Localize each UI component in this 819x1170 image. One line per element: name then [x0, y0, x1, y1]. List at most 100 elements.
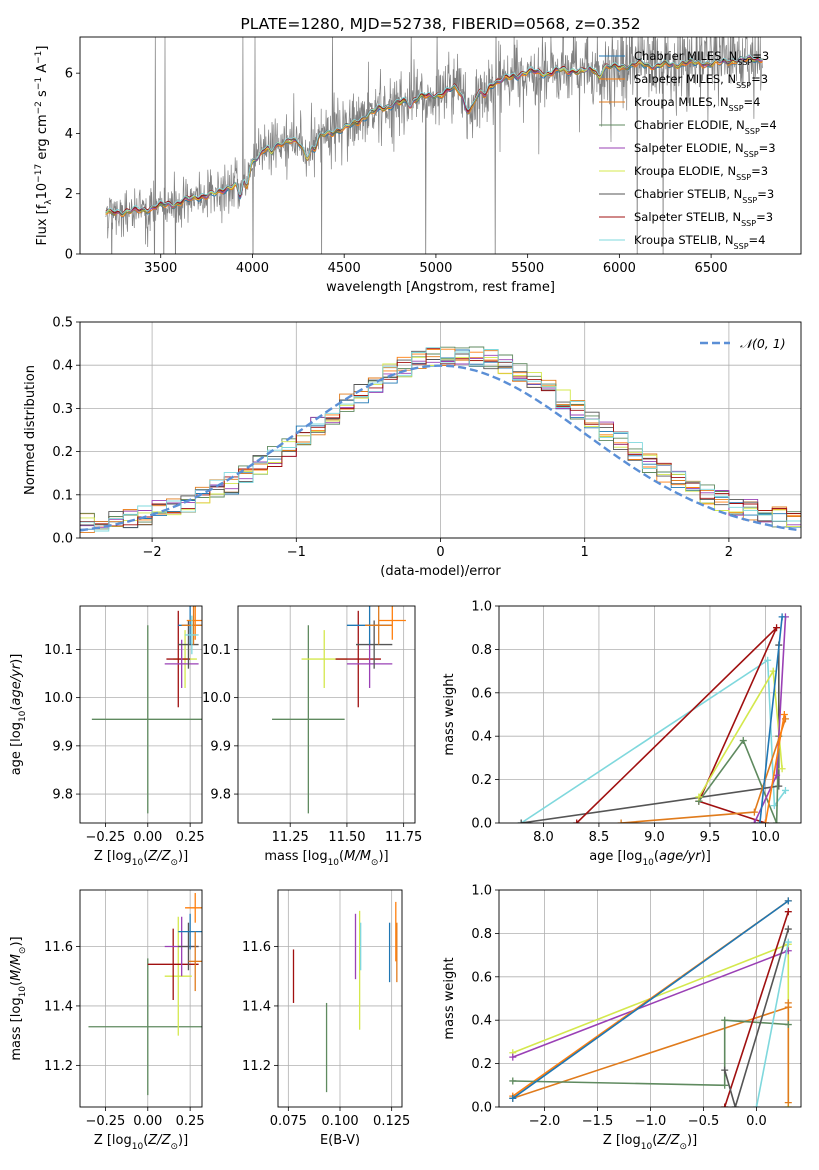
legend-label: Kroupa STELIB, NSSP=4	[634, 233, 765, 251]
y-tick-label: 10.0	[44, 691, 73, 706]
axes-spectrum: 3500 4000 4500 5000 5500 6000 6500 0 2 4 6 PLATE=12…	[34, 15, 802, 295]
mass-weight-marker	[784, 925, 792, 933]
mass-weight-marker	[721, 1103, 729, 1107]
mass-weight-marker	[775, 782, 783, 790]
axes-frame	[79, 36, 802, 255]
errorbar-kroupa_miles	[181, 606, 202, 645]
y-tick-label: 11.2	[44, 1059, 73, 1074]
x-tick-label: −1	[287, 545, 306, 560]
legend-entry: Chabrier STELIB, NSSP=3	[599, 187, 774, 205]
mass-weight-marker	[778, 765, 786, 773]
mass-weight-line-chabrier_elodie	[698, 736, 780, 823]
y-axis-label: Flux [fλ10−17 erg cm−2 s−1 A−1]	[34, 46, 54, 246]
plot-area-age_vs_mass	[272, 606, 406, 814]
y-tick-label: 0.2	[471, 1057, 492, 1072]
y-tick-label: 0	[65, 248, 73, 263]
y-tick-label: 0.0	[471, 817, 492, 832]
x-tick-label: 3500	[144, 261, 177, 276]
model-line-kroupa_stelib	[105, 54, 763, 214]
y-tick-label: 10.1	[202, 643, 231, 658]
x-tick-label: −0.5	[688, 1114, 720, 1129]
y-axis-label: Normed distribution	[23, 365, 38, 495]
x-axis-label: wavelength [Angstrom, rest frame]	[326, 280, 555, 295]
x-tick-label: 9.5	[700, 830, 721, 845]
y-tick-label: 9.9	[52, 739, 73, 754]
y-tick-label: 0.8	[471, 643, 492, 658]
errorbar-salpeter_stelib	[166, 610, 191, 708]
mass-weight-marker	[784, 897, 792, 905]
x-tick-label: −1.0	[635, 1114, 667, 1129]
plot-area-mass_vs_Z	[88, 892, 202, 1096]
mass-weight-marker	[781, 786, 789, 794]
y-tick-label: 11.6	[242, 940, 271, 955]
mass-weight-marker	[756, 819, 764, 823]
axes-mass_vs_Z: −0.25 0.00 0.25 11.2 11.4 11.6 Z [log10(Z/Z⊙)]…	[9, 889, 205, 1152]
x-tick-label: −2	[143, 545, 162, 560]
x-tick-label: 10.0	[751, 830, 780, 845]
mass-weight-marker	[721, 1081, 729, 1089]
x-tick-label: 8.0	[533, 830, 554, 845]
errorbar-chabrier_elodie	[91, 625, 202, 814]
errorbar-salpeter_stelib	[335, 610, 381, 708]
x-tick-label: 0.075	[270, 1114, 307, 1129]
y-tick-label: 11.4	[44, 999, 73, 1014]
axes-frame	[79, 321, 802, 539]
x-tick-label: 0	[436, 545, 444, 560]
y-tick-label: 6	[65, 67, 73, 82]
mass-weight-marker	[784, 908, 792, 916]
errorbar-chabrier_stelib	[178, 620, 199, 669]
y-tick-label: 9.8	[210, 788, 231, 803]
x-tick-label: 4000	[236, 261, 269, 276]
mass-weight-line-chabrier_stelib	[723, 928, 790, 1107]
x-axis-label: E(B-V)	[320, 1133, 360, 1148]
errorbar-kroupa_elodie	[164, 916, 192, 1036]
x-tick-label: 0.25	[176, 830, 205, 845]
mass-weight-marker	[752, 1103, 760, 1107]
mass-weight-marker	[509, 1053, 517, 1061]
legend-entry: Salpeter MILES, NSSP=3	[599, 72, 768, 90]
mass-weight-marker	[731, 1103, 739, 1107]
y-tick-label: 1.0	[471, 600, 492, 615]
errorbar-kroupa_stelib	[185, 615, 199, 655]
legend-entry: Kroupa STELIB, NSSP=4	[599, 233, 765, 251]
mass-weight-marker	[750, 808, 758, 816]
x-tick-label: 11.50	[328, 830, 365, 845]
y-tick-label: 0.2	[471, 773, 492, 788]
x-tick-label: 11.25	[272, 830, 309, 845]
x-tick-label: 0.00	[133, 830, 162, 845]
plot-area-residuals	[80, 346, 801, 533]
mass-weight-line-salpeter_elodie	[512, 950, 789, 1058]
plot-area-mass_vs_ebv	[292, 901, 398, 1093]
axes-frame	[237, 605, 416, 824]
x-tick-label: 0.125	[373, 1114, 410, 1129]
legend-label: Salpeter STELIB, NSSP=3	[634, 210, 773, 228]
mass-weight-marker	[721, 1016, 729, 1024]
x-tick-label: 9.0	[644, 830, 665, 845]
mass-weight-marker	[739, 737, 747, 745]
y-tick-label: 0.6	[471, 970, 492, 985]
axes-frame	[79, 889, 203, 1108]
x-axis-label: mass [log10(M/M⊙)]	[264, 849, 388, 868]
x-tick-label: 0.00	[133, 1114, 162, 1129]
axes-frame	[79, 605, 203, 824]
mass-weight-marker	[617, 819, 625, 823]
x-tick-label: 5000	[419, 261, 452, 276]
mass-weight-marker	[517, 819, 525, 823]
legend-label: Chabrier MILES, NSSP=3	[634, 49, 769, 67]
mass-weight-line-salpeter_stelib	[576, 627, 778, 823]
mass-weight-marker	[764, 656, 772, 664]
x-tick-label: 0.25	[176, 1114, 205, 1129]
errorbar-salpeter_elodie	[346, 639, 393, 688]
mass-weight-marker	[778, 613, 786, 621]
x-axis-label: (data-model)/error	[380, 564, 501, 579]
y-tick-label: 0.8	[471, 927, 492, 942]
axes-age_vs_mass: 11.25 11.50 11.75 9.8 9.9 10.0 10.1 mass [log10…	[202, 605, 422, 868]
y-tick-label: 0.3	[52, 402, 73, 417]
mass-weight-line-salpeter_stelib	[723, 911, 790, 1107]
x-tick-label: 1	[581, 545, 589, 560]
y-tick-label: 0.4	[471, 730, 492, 745]
y-tick-label: 4	[65, 127, 73, 142]
axes-massweight_vs_Z: −2.0 −1.5 −1.0 −0.5 0.0 0.0 0.2 0.4 0.6 0.8 1.0 Z […	[442, 884, 802, 1152]
residuals-legend: 𝒩(0, 1)	[700, 336, 786, 351]
y-tick-label: 0.1	[52, 488, 73, 503]
